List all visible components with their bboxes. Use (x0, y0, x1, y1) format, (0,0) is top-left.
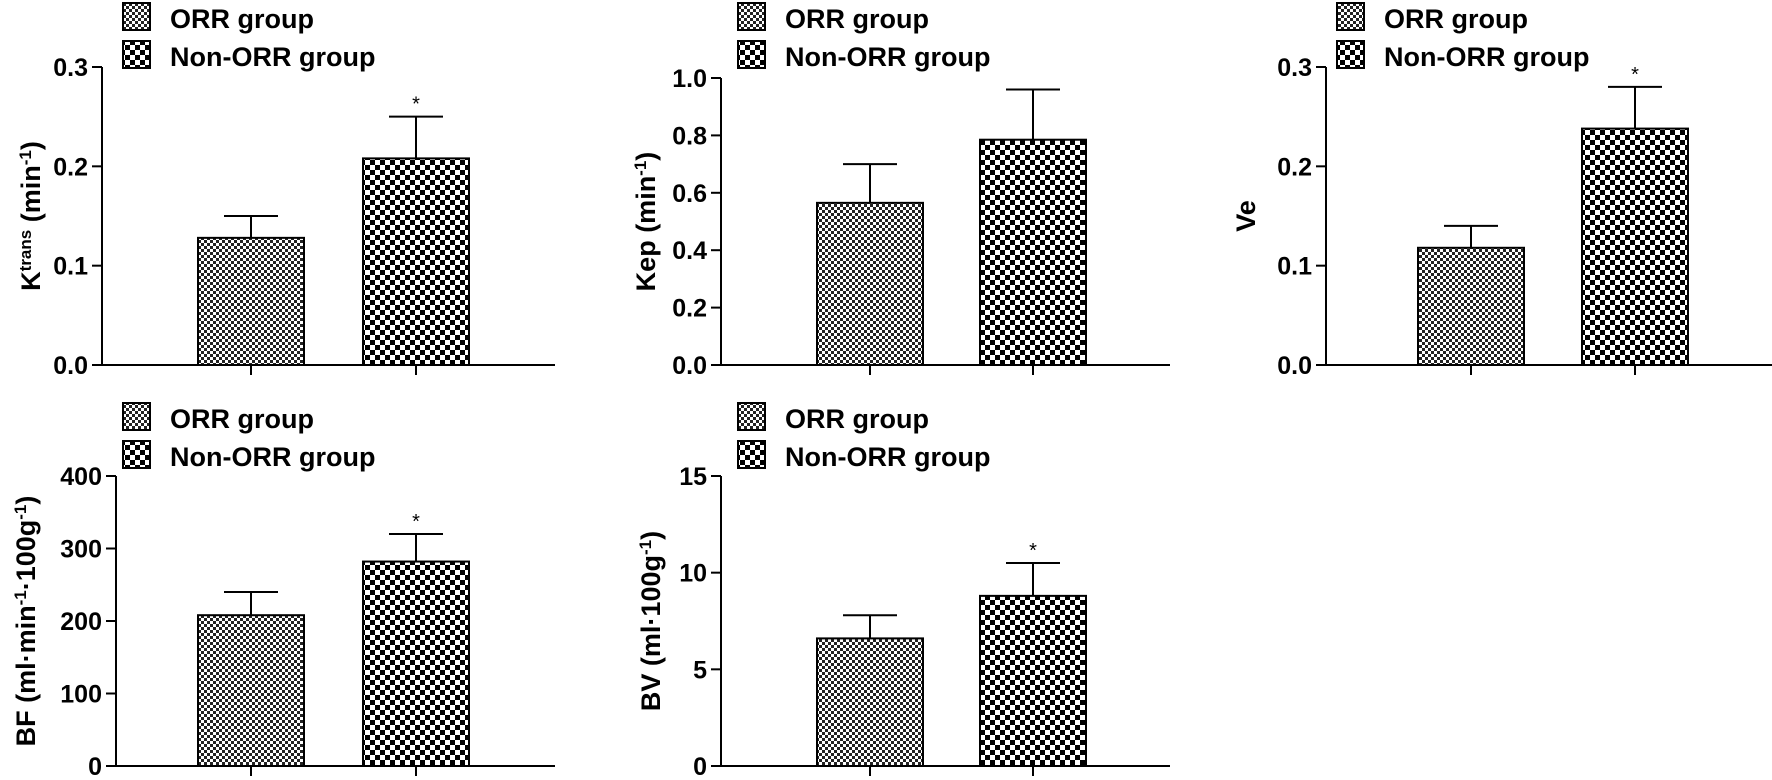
legend-label-orr: ORR group (785, 4, 929, 34)
y-tick-label: 0.0 (53, 352, 88, 380)
y-axis-title: Kep (min-1) (631, 152, 662, 292)
y-tick-label: 0.1 (53, 253, 88, 281)
bar-non-orr (362, 560, 470, 767)
legend-swatch-orr (122, 402, 151, 431)
bar-orr (197, 614, 305, 768)
y-tick-label: 15 (679, 463, 707, 491)
legend-label-non-orr: Non-ORR group (170, 42, 375, 72)
significance-marker: * (412, 511, 420, 533)
legend-label-orr: ORR group (170, 4, 314, 34)
legend-label-non-orr: Non-ORR group (785, 442, 990, 472)
significance-marker: * (412, 94, 420, 116)
bar-non-orr (979, 138, 1087, 366)
y-axis-title-end: ) (11, 496, 41, 505)
y-tick-label: 0.8 (672, 122, 707, 150)
y-tick-label: 400 (60, 463, 102, 491)
y-axis-title-base: Ve (1231, 200, 1261, 232)
y-tick-label: 0.6 (672, 180, 707, 208)
y-axis-title-end: ) (16, 141, 46, 150)
y-axis-title-sup2: -1 (16, 150, 35, 165)
legend-swatch-orr (737, 2, 766, 31)
y-axis-title-sup: trans (16, 230, 35, 272)
y-axis-title-base: K (16, 271, 46, 291)
panel-bf: ORR group Non-ORR group 0 100 200 300 400 * BF (… (11, 402, 555, 780)
y-axis-title: BF (ml·min-1·100g-1) (11, 496, 42, 747)
significance-marker: * (1631, 64, 1639, 86)
y-axis-title-sup: -1 (631, 161, 650, 176)
legend-swatch-non-orr (122, 40, 151, 69)
y-axis-title: BV (ml·100g-1) (636, 531, 667, 711)
legend-swatch-orr (1336, 2, 1365, 31)
panel-ktrans: ORR group Non-ORR group 0.0 0.1 0.2 0.3 * Ktran… (16, 2, 555, 380)
y-axis-title-rest: ·100g (11, 520, 41, 591)
bar-non-orr (362, 157, 470, 366)
legend-swatch-non-orr (737, 40, 766, 69)
legend-label-orr: ORR group (785, 404, 929, 434)
y-axis-title-sup2: -1 (11, 505, 30, 520)
legend-swatch-orr (122, 2, 151, 31)
y-tick-label: 5 (693, 656, 707, 684)
bar-orr (816, 637, 924, 768)
y-tick-label: 300 (60, 536, 102, 564)
y-axis-title: Ve (1231, 200, 1261, 232)
significance-marker: * (1029, 540, 1037, 562)
y-tick-label: 10 (679, 560, 707, 588)
bar-orr (816, 201, 924, 366)
y-tick-label: 0.3 (53, 54, 88, 82)
y-axis-title-sup: -1 (636, 540, 655, 555)
panel-ve: ORR group Non-ORR group 0.0 0.1 0.2 0.3 * Ve (1231, 2, 1772, 380)
y-axis-title-rest: ) (631, 152, 661, 161)
y-axis-title-rest: (min (16, 165, 46, 230)
legend-label-non-orr: Non-ORR group (1384, 42, 1589, 72)
legend-label-orr: ORR group (170, 404, 314, 434)
bar-non-orr (979, 594, 1087, 767)
y-tick-label: 0.3 (1277, 54, 1312, 82)
legend-label-orr: ORR group (1384, 4, 1528, 34)
y-tick-label: 0.2 (53, 153, 88, 181)
panel-kep: ORR group Non-ORR group 0.0 0.2 0.4 0.6 0.8 1.0… (631, 2, 1170, 380)
legend-label-non-orr: Non-ORR group (170, 442, 375, 472)
y-axis-title-sup: -1 (11, 590, 30, 605)
panel-bv: ORR group Non-ORR group 0 5 10 15 * BV (ml·100g… (636, 402, 1170, 780)
y-tick-label: 0.2 (1277, 153, 1312, 181)
y-tick-label: 0.2 (672, 295, 707, 323)
legend-swatch-non-orr (737, 440, 766, 469)
bar-orr (1417, 246, 1525, 366)
legend-swatch-non-orr (122, 440, 151, 469)
y-axis-title-rest: ) (636, 531, 666, 540)
y-tick-label: 200 (60, 608, 102, 636)
y-tick-label: 100 (60, 681, 102, 709)
y-axis-title-base: BF (ml·min (11, 605, 41, 746)
y-tick-label: 0.4 (672, 237, 707, 265)
bar-orr (197, 236, 305, 366)
y-tick-label: 0.0 (1277, 352, 1312, 380)
y-tick-label: 0.0 (672, 352, 707, 380)
y-axis-title-base: BV (ml·100g (636, 555, 666, 711)
y-axis-title: Ktrans (min-1) (16, 141, 47, 291)
legend-swatch-non-orr (1336, 40, 1365, 69)
y-tick-label: 0 (88, 753, 102, 780)
y-axis-title-base: Kep (min (631, 176, 661, 292)
y-tick-label: 0 (693, 753, 707, 780)
y-tick-label: 0.1 (1277, 253, 1312, 281)
bar-non-orr (1581, 127, 1689, 366)
legend-label-non-orr: Non-ORR group (785, 42, 990, 72)
y-tick-label: 1.0 (672, 65, 707, 93)
legend-swatch-orr (737, 402, 766, 431)
